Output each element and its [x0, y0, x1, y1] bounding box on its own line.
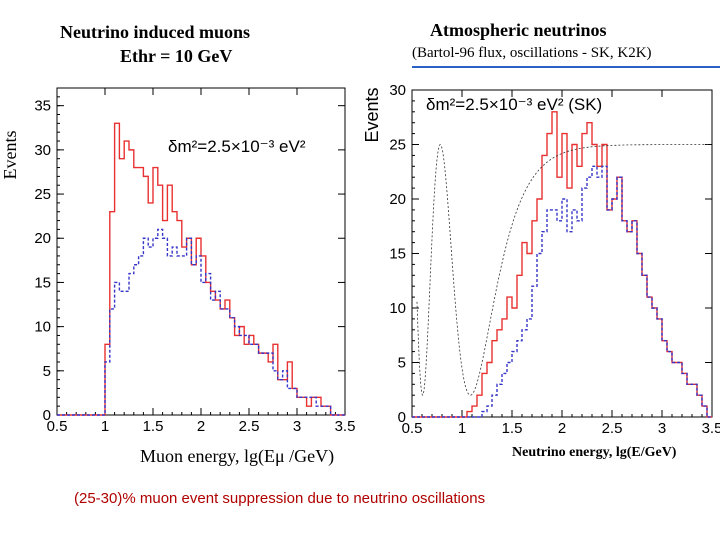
left-y-axis-label: Events	[0, 131, 20, 180]
right-chart: 0.5 1 1.5 2 2.5 3 3.5 0 5 10 15 20 25 30 Events Neutrin…	[362, 82, 720, 460]
left-x-tick-label: 3	[293, 418, 301, 435]
left-x-tick-label: 2	[197, 418, 205, 435]
left-histogram-series-2	[57, 228, 345, 416]
right-x-axis-label: Neutrino energy, lg(E/GeV)	[512, 445, 677, 460]
left-y-tick-label: 30	[34, 142, 51, 159]
right-x-tick-label: 1.5	[502, 420, 523, 437]
right-y-axis-label: Events	[362, 87, 382, 142]
left-x-tick-label: 2.5	[239, 418, 260, 435]
right-y-tick-label: 15	[389, 246, 406, 263]
left-y-tick-label: 15	[34, 274, 51, 291]
right-chart-title: Atmospheric neutrinos	[430, 20, 607, 40]
right-x-tick-label: 3.5	[702, 420, 720, 437]
right-y-tick-label: 10	[389, 300, 406, 317]
left-y-tick-label: 35	[34, 98, 51, 115]
left-x-tick-label: 3.5	[335, 418, 356, 435]
right-y-tick-label: 25	[389, 137, 406, 154]
left-y-tick-label: 10	[34, 319, 51, 336]
title-rule	[412, 66, 720, 68]
right-x-tick-label: 1	[458, 420, 466, 437]
right-histogram-series-2	[412, 165, 712, 418]
right-x-tick-label: 2.5	[602, 420, 623, 437]
left-x-tick-label: 0.5	[47, 418, 68, 435]
right-y-tick-label: 0	[398, 409, 406, 426]
left-y-tick-label: 25	[34, 186, 51, 203]
left-histogram-series-1	[57, 122, 345, 416]
left-title-line1: Neutrino induced muons	[60, 22, 251, 42]
right-chart-subtitle: (Bartol-96 flux, oscillations - SK, K2K)	[412, 45, 652, 61]
right-y-tick-label: 5	[398, 355, 406, 372]
left-y-tick-label: 0	[43, 407, 51, 424]
left-chart: 0.5 1 1.5 2 2.5 3 3.5 0 5 10 15 20 25 30 35 Events Muon …	[0, 87, 356, 467]
right-oscillation-curve	[416, 144, 711, 396]
left-y-tick-label: 5	[43, 363, 51, 380]
left-annotation: δm²=2.5×10⁻³ eV²	[168, 137, 306, 156]
left-chart-title: Neutrino induced muons Ethr = 10 GeV	[60, 20, 360, 68]
left-x-axis-label: Muon energy, lg(Eμ /GeV)	[140, 446, 334, 467]
right-oscillation-curve-group	[416, 144, 711, 396]
caption: (25-30)% muon event suppression due to n…	[74, 490, 486, 507]
right-x-tick-label: 2	[558, 420, 566, 437]
right-y-tick-label: 30	[389, 82, 406, 99]
left-x-tick-label: 1.5	[143, 418, 164, 435]
left-y-tick-label: 20	[34, 230, 51, 247]
right-x-tick-label: 0.5	[402, 420, 423, 437]
right-x-tick-label: 3	[658, 420, 666, 437]
right-histogram-series-1	[412, 111, 712, 418]
right-annotation: δm²=2.5×10⁻³ eV² (SK)	[426, 95, 602, 114]
left-x-tick-label: 1	[101, 418, 109, 435]
right-y-tick-label: 20	[389, 191, 406, 208]
left-title-line2: Ethr = 10 GeV	[120, 46, 233, 66]
